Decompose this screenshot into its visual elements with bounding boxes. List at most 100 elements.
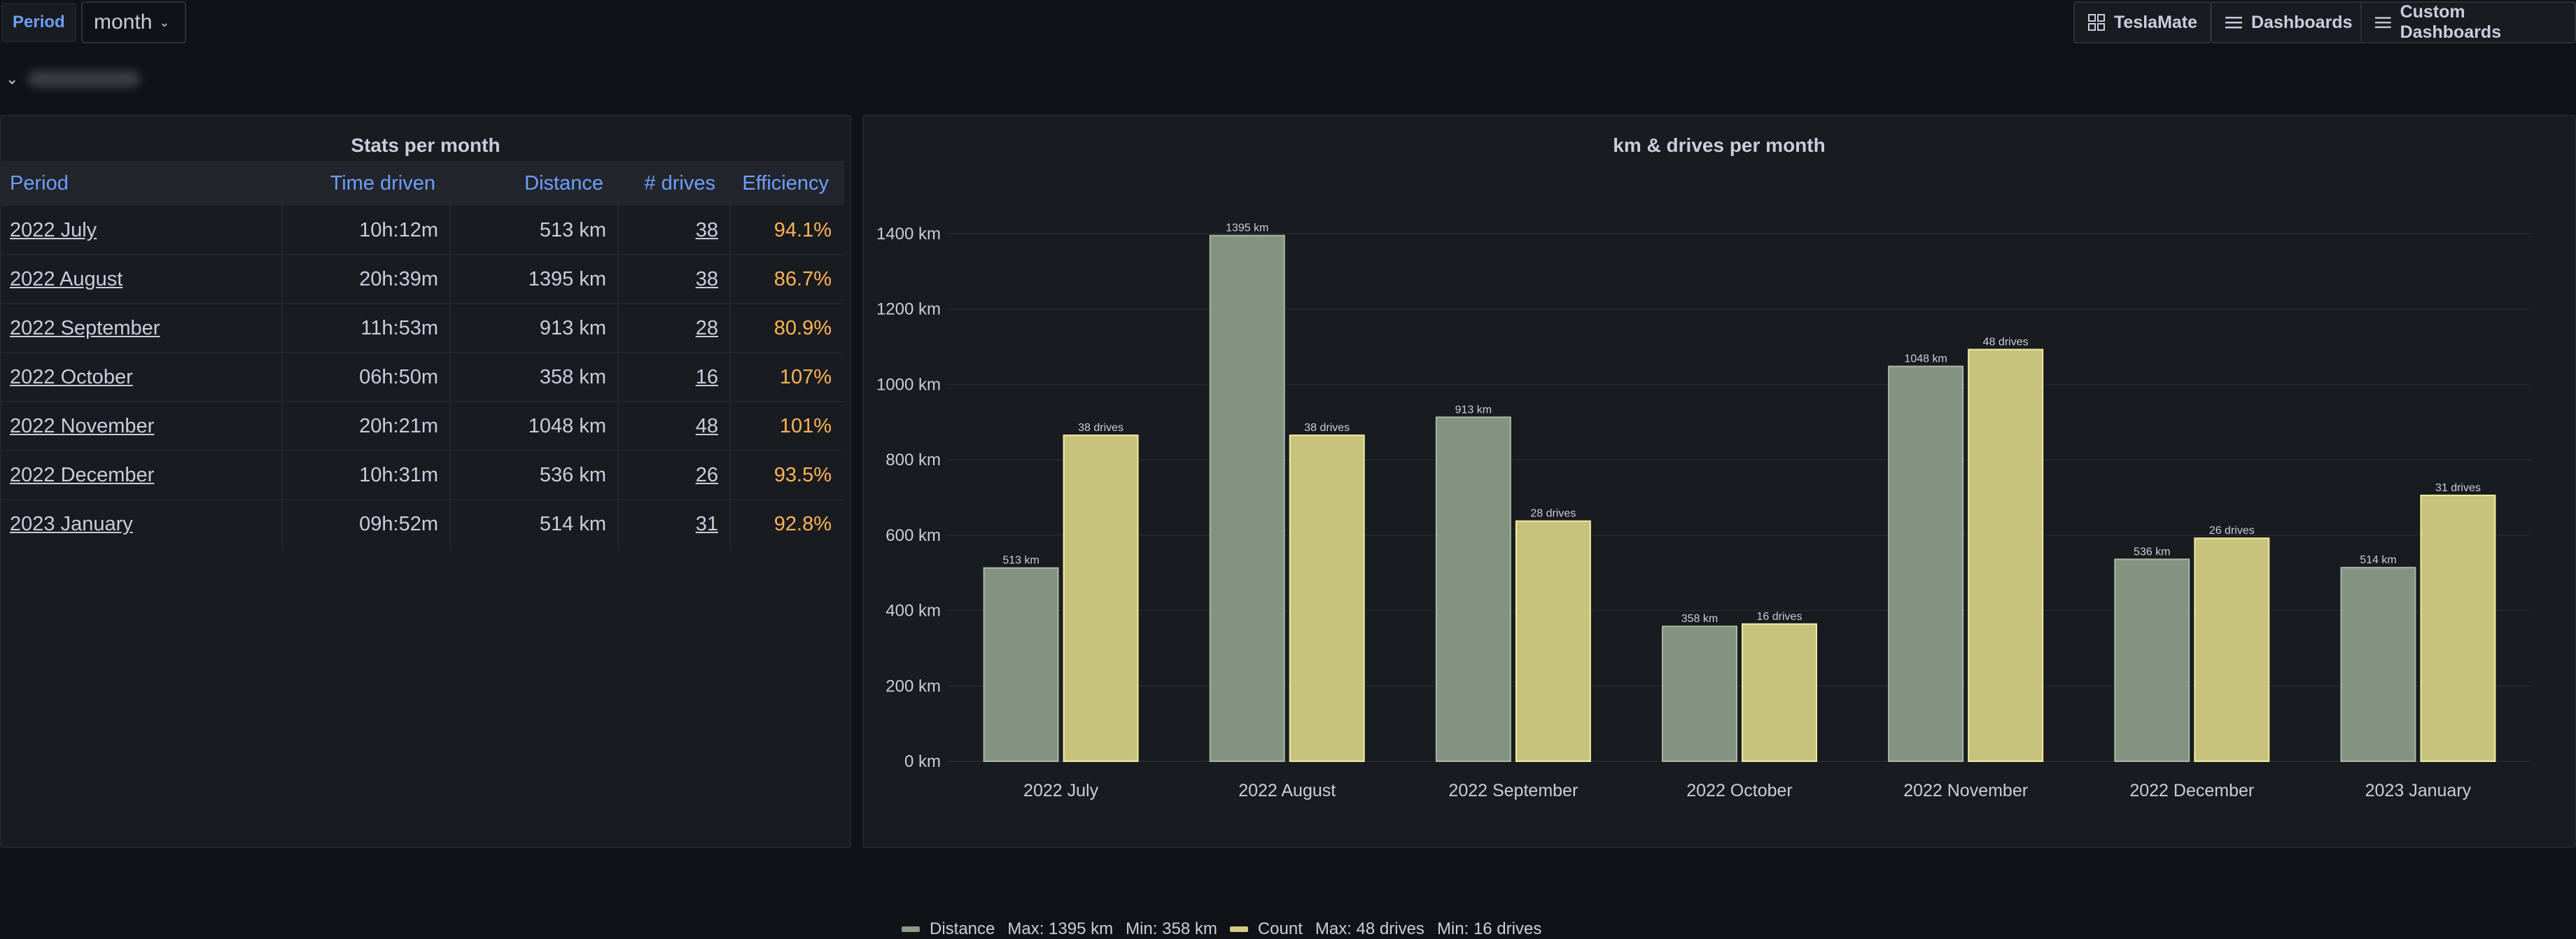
x-tick-label: 2022 October <box>1686 781 1793 800</box>
drives-link[interactable]: 31 <box>695 513 718 535</box>
time-driven-cell: 20h:39m <box>359 268 438 290</box>
chevron-down-icon: ⌄ <box>159 15 170 29</box>
custom-dashboards-label: Custom Dashboards <box>2400 2 2502 42</box>
drives-link[interactable]: 38 <box>695 268 718 290</box>
column-header-distance[interactable]: Distance <box>524 172 603 195</box>
panel-title: km & drives per month <box>1613 134 1826 156</box>
bars-icon <box>2225 17 2242 29</box>
distance-bar <box>2114 558 2190 763</box>
bar-chart: 0 km 200 km 400 km 600 km 800 km 1000 km 1200 … <box>876 223 2531 800</box>
panel-title: Stats per month <box>351 134 500 156</box>
distance-cell: 513 km <box>539 219 606 241</box>
efficiency-cell: 92.8% <box>774 513 832 535</box>
drives-link[interactable]: 38 <box>695 219 718 241</box>
distance-data-label: 536 km <box>2134 546 2170 558</box>
count-bar <box>1289 435 1365 762</box>
count-data-label: 26 drives <box>2209 525 2255 537</box>
column-header-drives[interactable]: # drives <box>644 172 715 195</box>
y-tick-label: 1200 km <box>876 300 941 319</box>
drives-link[interactable]: 26 <box>695 464 718 486</box>
legend-distance-max: Max: 1395 km <box>1007 919 1114 938</box>
drives-link[interactable]: 16 <box>695 366 718 388</box>
period-link[interactable]: 2022 September <box>10 317 160 339</box>
top-bar: Period month ⌄ TeslaMate Dashboards Cust… <box>0 0 2576 45</box>
x-tick-label: 2023 January <box>2365 781 2472 800</box>
count-data-label: 38 drives <box>1078 422 1124 434</box>
efficiency-cell: 101% <box>779 415 832 437</box>
distance-cell: 913 km <box>539 317 606 339</box>
count-bar <box>1515 520 1591 762</box>
drives-link[interactable]: 28 <box>695 317 718 339</box>
legend-count-min: Min: 16 drives <box>1436 919 1542 938</box>
y-tick-label: 400 km <box>886 602 941 621</box>
efficiency-cell: 94.1% <box>774 219 832 241</box>
period-variable-label: Period <box>1 3 76 42</box>
time-driven-cell: 20h:21m <box>359 415 438 437</box>
y-tick-label: 0 km <box>904 752 941 771</box>
column-divider <box>449 161 451 551</box>
count-bar <box>1968 348 2044 762</box>
count-data-label: 31 drives <box>2435 482 2481 494</box>
x-tick-label: 2022 December <box>2129 781 2254 800</box>
dashboards-button[interactable]: Dashboards <box>2211 1 2367 43</box>
period-link[interactable]: 2022 December <box>10 464 155 486</box>
distance-cell: 1048 km <box>528 415 606 437</box>
count-bar <box>1742 623 1817 762</box>
count-data-label: 16 drives <box>1757 611 1802 623</box>
chart-legend: Distance Max: 1395 km Min: 358 km Count … <box>902 919 1554 939</box>
drives-link[interactable]: 48 <box>695 415 718 437</box>
stats-table-panel: Stats per month Period Time driven Dista… <box>0 115 851 848</box>
distance-bar <box>2340 567 2416 762</box>
bars-icon <box>2374 17 2391 29</box>
legend-count[interactable]: Count <box>1257 919 1303 938</box>
period-link[interactable]: 2022 August <box>10 268 123 290</box>
row-title-redacted <box>28 71 141 87</box>
period-link[interactable]: 2023 January <box>10 513 133 535</box>
distance-data-label: 1395 km <box>1226 223 1268 234</box>
efficiency-cell: 107% <box>779 366 832 388</box>
distance-data-label: 1048 km <box>1904 353 1947 365</box>
teslamate-button[interactable]: TeslaMate <box>2073 1 2212 43</box>
count-bar <box>2194 537 2270 762</box>
column-header-efficiency[interactable]: Efficiency <box>742 172 829 195</box>
x-tick-label: 2022 August <box>1238 781 1336 800</box>
y-tick-label: 1000 km <box>876 375 941 394</box>
period-link[interactable]: 2022 October <box>10 366 133 388</box>
efficiency-cell: 86.7% <box>774 268 832 290</box>
y-tick-label: 600 km <box>886 526 941 545</box>
y-tick-label: 800 km <box>886 451 941 470</box>
period-link[interactable]: 2022 July <box>10 219 97 241</box>
count-bar <box>1063 435 1139 762</box>
distance-swatch <box>902 926 920 932</box>
distance-data-label: 913 km <box>1455 404 1492 416</box>
x-tick-label: 2022 July <box>1023 781 1099 800</box>
distance-data-label: 358 km <box>1681 613 1718 625</box>
count-bar <box>2420 494 2496 762</box>
time-driven-cell: 10h:31m <box>359 464 438 486</box>
column-divider <box>281 161 283 551</box>
time-driven-cell: 06h:50m <box>359 366 438 388</box>
period-link[interactable]: 2022 November <box>10 415 155 437</box>
legend-distance[interactable]: Distance <box>930 919 995 938</box>
dashboards-label: Dashboards <box>2251 12 2353 32</box>
column-divider <box>617 161 619 551</box>
distance-cell: 536 km <box>539 464 606 486</box>
grid-icon <box>2088 14 2105 31</box>
count-data-label: 48 drives <box>1983 337 2029 348</box>
column-header-time-driven[interactable]: Time driven <box>330 172 435 195</box>
x-tick-label: 2022 November <box>1903 781 2028 800</box>
distance-bar <box>1888 365 1964 762</box>
row-collapse-toggle[interactable]: ⌄ <box>6 70 141 88</box>
period-variable-select[interactable]: month ⌄ <box>81 1 186 43</box>
column-header-period[interactable]: Period <box>10 172 69 195</box>
distance-cell: 1395 km <box>528 268 606 290</box>
custom-dashboards-button[interactable]: Custom Dashboards <box>2360 1 2576 43</box>
chevron-down-icon: ⌄ <box>6 70 19 87</box>
chart-panel: km & drives per month 0 km 200 km 400 km 60… <box>862 115 2576 938</box>
time-driven-cell: 09h:52m <box>359 513 438 535</box>
period-variable-value: month <box>94 10 153 34</box>
row-divider <box>1 401 844 402</box>
y-tick-label: 1400 km <box>876 225 941 243</box>
time-driven-cell: 11h:53m <box>360 317 438 339</box>
distance-cell: 358 km <box>539 366 606 388</box>
